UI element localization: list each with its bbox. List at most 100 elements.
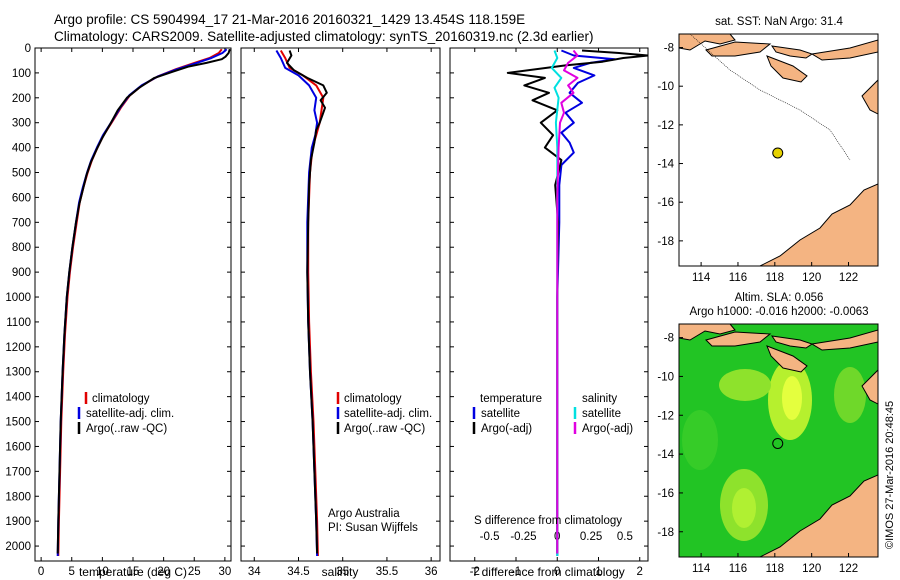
float-marker-sla — [772, 437, 784, 449]
x-tick-label: 36 — [425, 566, 438, 578]
x-tick-label: 20 — [157, 566, 170, 578]
series-line-argo-raw-qc- — [56, 48, 231, 554]
legend-label-t-argo: Argo(-adj) — [481, 423, 532, 435]
x-tick-label: 25 — [188, 566, 201, 578]
difference-frame — [449, 47, 649, 562]
land-bali-lombok — [705, 41, 772, 57]
map-y-tick-label: -18 — [657, 236, 674, 248]
legend-title-temperature: temperature — [480, 393, 542, 405]
map-y-tick-label: -8 — [664, 43, 674, 55]
land-sumbawa — [770, 45, 814, 59]
legend-title-salinity: salinity — [582, 393, 617, 405]
sst-map-axes: 114 116 118 120 122 -8 -10 -12 -14 -16 -18 — [657, 43, 858, 284]
sla-high-4 — [834, 367, 866, 423]
x-tick-label: -2 — [470, 566, 480, 578]
x-tick-label: 35 — [336, 566, 349, 578]
depth-tick-label: 0 — [25, 43, 31, 55]
land-flores — [810, 39, 878, 61]
map-y-tick-label: -14 — [657, 159, 674, 171]
difference-xlabel: T difference from climatology — [471, 565, 625, 579]
depth-tick-label: 900 — [12, 267, 31, 279]
series-line-satellite-adj-clim- — [275, 49, 319, 557]
land-java-east — [679, 324, 736, 341]
legend-label-climatology: climatology — [92, 393, 150, 405]
map-y-tick-label: -18 — [657, 527, 674, 539]
bathymetry-contour — [689, 34, 851, 161]
map-x-tick-label: 118 — [766, 563, 784, 575]
x-tick-label: 0 — [554, 566, 560, 578]
map-x-tick-label: 114 — [692, 563, 711, 575]
depth-axis: 0 100 200 300 400 500 600 700 800 900 1000 1100 1200… — [5, 43, 231, 553]
land-java-east — [679, 34, 736, 51]
x-tick-label: 1 — [595, 566, 601, 578]
profile-title: Argo profile: CS 5904994_17 21-Mar-2016 … — [54, 12, 526, 27]
salinity-annotation-org: Argo Australia — [328, 508, 400, 520]
sst-map: sat. SST: NaN Argo: 31.4 114 116 118 120 122… — [657, 16, 879, 284]
depth-tick-label: 1500 — [5, 417, 31, 429]
land-bali-lombok — [705, 331, 772, 347]
map-y-tick-label: -12 — [657, 410, 674, 422]
sla-map-axes: 114 116 118 120 122 -8 -10 -12 -14 -16 -18 — [657, 333, 858, 575]
series-line-satellite — [556, 49, 616, 556]
s-diff-tick-label: -0.25 — [510, 531, 536, 543]
map-y-tick-label: -10 — [657, 81, 674, 93]
map-x-tick-label: 116 — [729, 272, 747, 284]
difference-panel: -2 -1 0 1 2-0.5 -0.25 0 0.25 0.5 S difference fr… — [449, 47, 649, 579]
salinity-frame — [240, 47, 441, 562]
sla-map-frame — [678, 323, 879, 558]
depth-tick-label: 200 — [12, 93, 31, 105]
temperature-lines — [56, 48, 231, 557]
float-marker-sst — [772, 147, 784, 159]
temperature-legend: climatology satellite-adj. clim. Argo(..… — [77, 392, 174, 435]
land-sumba — [766, 55, 808, 83]
map-x-tick-label: 120 — [802, 272, 821, 284]
difference-top-xlabel: S difference from climatology — [474, 515, 622, 527]
series-line-climatology — [57, 48, 223, 557]
s-diff-tick-label: 0.25 — [580, 531, 602, 543]
sst-map-land — [679, 34, 878, 266]
series-line-argo-raw-qc- — [286, 50, 328, 554]
sla-peak-3 — [732, 488, 756, 528]
difference-lines — [506, 49, 648, 556]
depth-tick-label: 1800 — [5, 491, 31, 503]
x-tick-label: 0 — [38, 566, 44, 578]
sla-mid-5 — [682, 410, 718, 470]
difference-depth-ticks — [450, 47, 648, 547]
map-x-tick-label: 114 — [692, 272, 711, 284]
legend-label-satellite: satellite-adj. clim. — [344, 408, 432, 420]
legend-label-satellite: satellite-adj. clim. — [86, 408, 174, 420]
map-x-tick-label: 120 — [802, 563, 821, 575]
land-australia — [759, 474, 878, 557]
series-line-satellite-adj-clim- — [56, 48, 228, 557]
salinity-legend: climatology satellite-adj. clim. Argo(..… — [336, 392, 432, 435]
imos-credit: ©IMOS 27-Mar-2016 20:48:45 — [884, 401, 896, 549]
land-timor — [861, 79, 878, 115]
sla-high-2 — [719, 369, 771, 401]
legend-label-argo: Argo(..raw -QC) — [344, 423, 425, 435]
salinity-x-axis: 34 34.5 35 35.5 36 — [248, 48, 438, 578]
salinity-annotation-pi: PI: Susan Wijffels — [328, 522, 418, 534]
sla-peak-1 — [782, 376, 802, 420]
salinity-lines — [275, 49, 328, 557]
x-tick-label: 34.5 — [287, 566, 309, 578]
land-sumba — [766, 345, 808, 373]
depth-tick-label: 1600 — [5, 441, 31, 453]
map-y-tick-label: -16 — [657, 488, 674, 500]
x-tick-label: 15 — [127, 566, 140, 578]
depth-tick-label: 1200 — [5, 342, 31, 354]
depth-tick-label: 1000 — [5, 292, 31, 304]
land-sumbawa — [770, 335, 814, 349]
depth-tick-label: 100 — [12, 68, 31, 80]
x-tick-label: 34 — [248, 566, 261, 578]
series-line-argo-adj- — [506, 49, 648, 554]
depth-tick-label: 600 — [12, 192, 31, 204]
depth-tick-label: 1100 — [6, 317, 31, 329]
legend-label-argo: Argo(..raw -QC) — [86, 423, 167, 435]
map-y-tick-label: -10 — [657, 371, 674, 383]
depth-tick-label: 800 — [12, 242, 31, 254]
s-diff-tick-label: -0.5 — [480, 531, 500, 543]
temperature-panel: 0100200300400500600700800900100011001200… — [5, 43, 232, 579]
land-flores — [810, 329, 878, 351]
map-y-tick-label: -12 — [657, 120, 674, 132]
